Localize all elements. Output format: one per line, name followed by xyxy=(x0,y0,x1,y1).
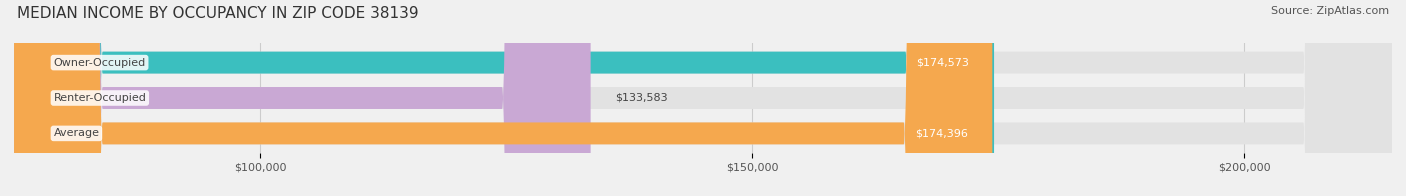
Text: Renter-Occupied: Renter-Occupied xyxy=(53,93,146,103)
FancyBboxPatch shape xyxy=(14,0,993,196)
FancyBboxPatch shape xyxy=(14,0,994,196)
Text: $133,583: $133,583 xyxy=(616,93,668,103)
FancyBboxPatch shape xyxy=(14,0,1392,196)
Text: MEDIAN INCOME BY OCCUPANCY IN ZIP CODE 38139: MEDIAN INCOME BY OCCUPANCY IN ZIP CODE 3… xyxy=(17,6,419,21)
FancyBboxPatch shape xyxy=(14,0,1392,196)
Text: Owner-Occupied: Owner-Occupied xyxy=(53,58,146,68)
Text: $174,573: $174,573 xyxy=(917,58,970,68)
Text: Average: Average xyxy=(53,128,100,138)
FancyBboxPatch shape xyxy=(14,0,591,196)
FancyBboxPatch shape xyxy=(14,0,1392,196)
Text: $174,396: $174,396 xyxy=(915,128,967,138)
Text: Source: ZipAtlas.com: Source: ZipAtlas.com xyxy=(1271,6,1389,16)
